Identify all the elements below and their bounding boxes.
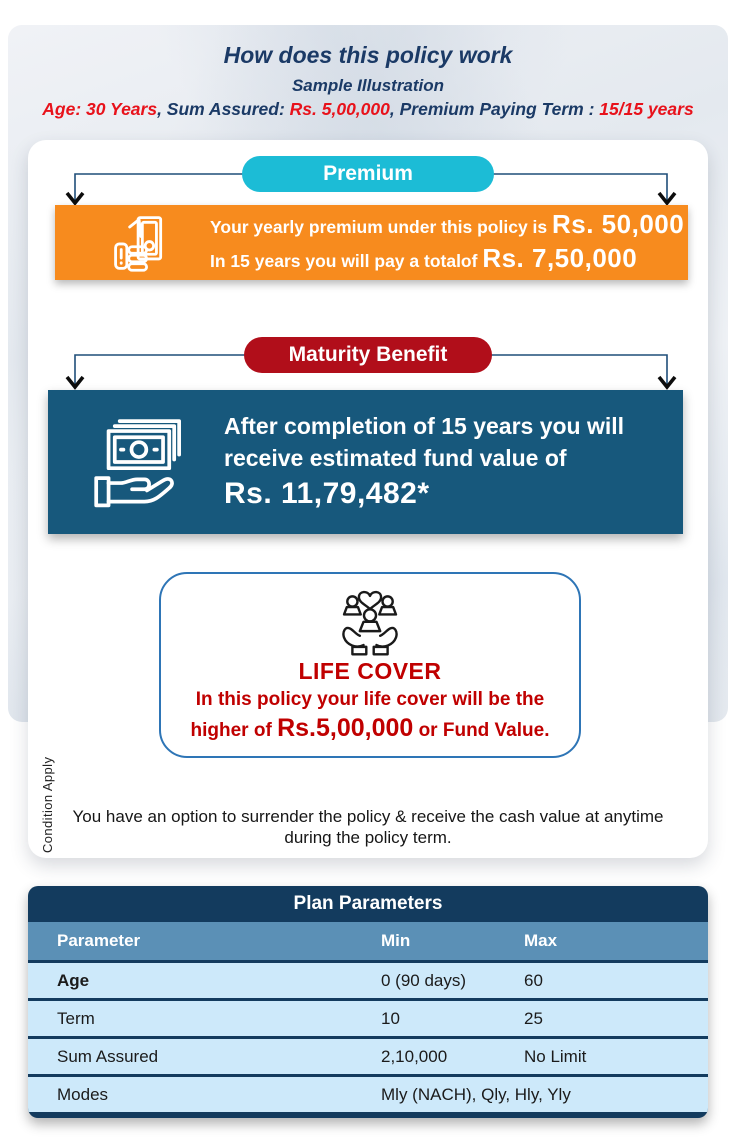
surrender-note-line1: You have an option to surrender the poli… xyxy=(72,807,664,826)
maturity-text: After completion of 15 years you will re… xyxy=(224,410,624,514)
surrender-note: You have an option to surrender the poli… xyxy=(28,806,708,848)
table-row-age: Age 0 (90 days) 60 xyxy=(28,963,708,998)
page-title: How does this policy work xyxy=(223,42,513,68)
surrender-note-line2: during the policy term. xyxy=(284,828,452,847)
life-cover-line2: higher of Rs.5,00,000 or Fund Value. xyxy=(161,714,579,745)
life-cover-panel: LIFE COVER In this policy your life cove… xyxy=(159,572,581,758)
life-cover-or-fund-value: or Fund Value. xyxy=(413,720,550,741)
table-header-row: Parameter Min Max xyxy=(28,922,708,960)
row-min-value: 0 (90 days) xyxy=(381,970,467,990)
column-header-min: Min xyxy=(381,931,411,950)
life-cover-higher-of: higher of xyxy=(190,720,278,741)
illustration-card: Premium Your yearly premium under thi xyxy=(28,140,708,858)
premium-total-amount: Rs. 7,50,000 xyxy=(482,242,638,273)
table-row-sum-assured: Sum Assured 2,10,000 No Limit xyxy=(28,1039,708,1074)
plan-parameters-table: Plan Parameters Parameter Min Max Age 0 … xyxy=(28,886,708,1118)
paying-term-label: , Premium Paying Term : xyxy=(389,99,600,119)
maturity-line1: After completion of 15 years you will xyxy=(224,413,625,439)
row-max-value: 60 xyxy=(524,970,543,990)
paying-term-value: 15/15 years xyxy=(599,99,694,119)
table-row-term: Term 10 25 xyxy=(28,1001,708,1036)
premium-pill: Premium xyxy=(242,156,494,192)
sum-assured-label: , Sum Assured: xyxy=(157,99,290,119)
premium-yearly-amount: Rs. 50,000 xyxy=(552,208,685,239)
money-bills-in-hand-icon xyxy=(108,212,172,274)
maturity-fund-value: Rs. 11,79,482* xyxy=(224,477,430,510)
table-row-modes: Modes Mly (NACH), Qly, Hly, Yly xyxy=(28,1077,708,1112)
column-header-parameter: Parameter xyxy=(57,931,141,950)
page-subtitle: Sample Illustration xyxy=(291,76,445,95)
row-max-value: No Limit xyxy=(524,1046,587,1066)
table-title: Plan Parameters xyxy=(293,893,443,914)
maturity-line2: receive estimated fund value of xyxy=(224,445,567,471)
maturity-benefit-band: After completion of 15 years you will re… xyxy=(48,390,683,534)
row-max-value: 25 xyxy=(524,1008,543,1028)
life-cover-amount: Rs.5,00,000 xyxy=(277,714,414,742)
age-value: Age: 30 Years xyxy=(42,99,158,119)
life-cover-line1: In this policy your life cover will be t… xyxy=(195,689,545,710)
row-label: Age xyxy=(57,970,90,990)
cash-in-open-hand-icon xyxy=(90,410,194,514)
family-in-hands-icon xyxy=(161,582,579,658)
row-label: Modes xyxy=(57,1084,109,1104)
life-cover-title: LIFE COVER xyxy=(298,658,442,684)
row-value: Mly (NACH), Qly, Hly, Yly xyxy=(381,1084,571,1104)
sample-parameters-line: Age: 30 Years, Sum Assured: Rs. 5,00,000… xyxy=(0,99,736,120)
premium-line1: Your yearly premium under this policy is xyxy=(210,216,552,237)
row-label: Term xyxy=(57,1008,95,1028)
maturity-benefit-pill: Maturity Benefit xyxy=(244,337,492,373)
premium-text: Your yearly premium under this policy is… xyxy=(210,209,684,277)
row-min-value: 2,10,000 xyxy=(381,1046,448,1066)
premium-band: Your yearly premium under this policy is… xyxy=(55,205,688,280)
row-min-value: 10 xyxy=(381,1008,400,1028)
premium-line2: In 15 years you will pay a totalof xyxy=(210,250,483,271)
sum-assured-value: Rs. 5,00,000 xyxy=(289,99,390,119)
row-label: Sum Assured xyxy=(57,1046,159,1066)
column-header-max: Max xyxy=(524,931,558,950)
